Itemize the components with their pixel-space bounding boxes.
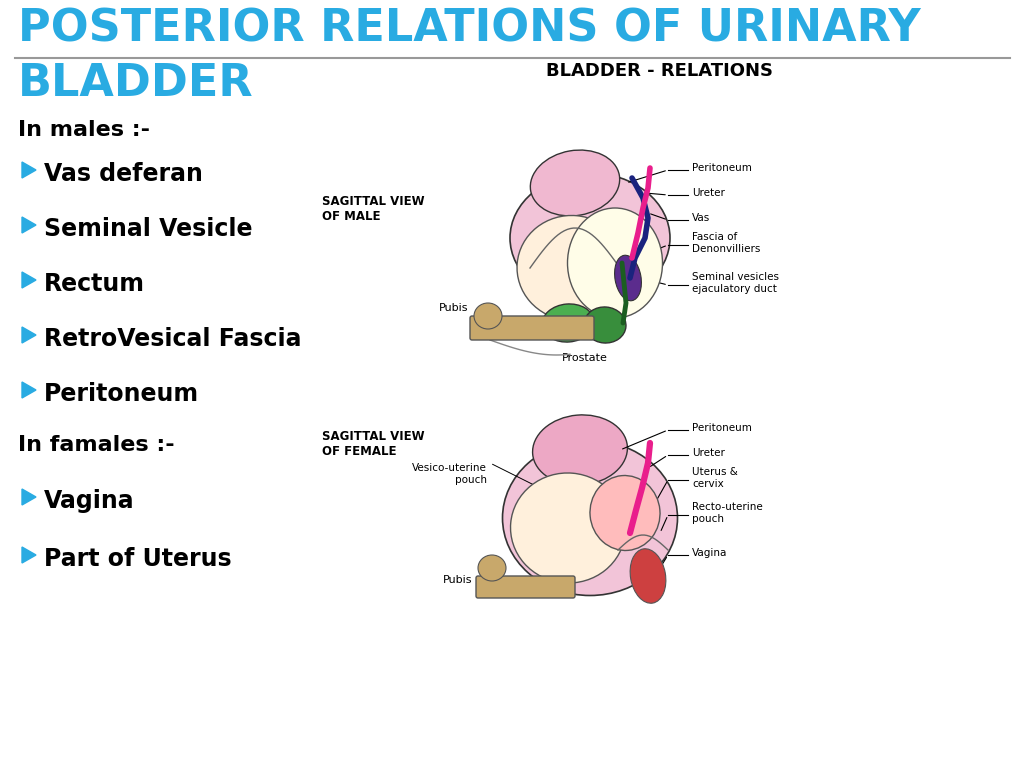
Polygon shape <box>22 547 36 563</box>
Text: Pubis: Pubis <box>438 303 468 313</box>
Text: Vas deferan: Vas deferan <box>44 162 203 186</box>
Text: SAGITTAL VIEW
OF MALE: SAGITTAL VIEW OF MALE <box>322 195 425 223</box>
Text: Peritoneum: Peritoneum <box>44 382 199 406</box>
Text: Peritoneum: Peritoneum <box>692 163 752 173</box>
Text: SAGITTAL VIEW
OF FEMALE: SAGITTAL VIEW OF FEMALE <box>322 430 425 458</box>
Polygon shape <box>22 382 36 398</box>
Ellipse shape <box>614 255 641 301</box>
Text: POSTERIOR RELATIONS OF URINARY: POSTERIOR RELATIONS OF URINARY <box>18 8 921 51</box>
Text: Pubis: Pubis <box>442 575 472 585</box>
Polygon shape <box>22 327 36 343</box>
Text: In males :-: In males :- <box>18 120 150 140</box>
Ellipse shape <box>474 303 502 329</box>
Text: Prostate: Prostate <box>562 353 608 363</box>
FancyBboxPatch shape <box>470 316 594 340</box>
Ellipse shape <box>517 216 627 320</box>
Text: Vagina: Vagina <box>692 548 727 558</box>
Polygon shape <box>22 272 36 288</box>
Text: Part of Uterus: Part of Uterus <box>44 547 231 571</box>
Polygon shape <box>22 217 36 233</box>
Text: Rectum: Rectum <box>44 272 145 296</box>
Polygon shape <box>22 489 36 505</box>
Text: Peritoneum: Peritoneum <box>692 423 752 433</box>
Text: Recto-uterine
pouch: Recto-uterine pouch <box>692 502 763 524</box>
Text: Ureter: Ureter <box>692 448 725 458</box>
Ellipse shape <box>510 173 670 303</box>
Ellipse shape <box>478 555 506 581</box>
Text: RetroVesical Fascia: RetroVesical Fascia <box>44 327 301 351</box>
Ellipse shape <box>530 150 620 216</box>
Ellipse shape <box>630 549 666 603</box>
Ellipse shape <box>511 473 626 583</box>
Ellipse shape <box>503 441 678 595</box>
Text: Seminal Vesicle: Seminal Vesicle <box>44 217 253 241</box>
Text: Vas: Vas <box>692 213 711 223</box>
Ellipse shape <box>590 475 660 551</box>
Ellipse shape <box>567 208 663 318</box>
Ellipse shape <box>542 304 594 342</box>
Text: Fascia of
Denonvilliers: Fascia of Denonvilliers <box>692 232 761 253</box>
Text: BLADDER - RELATIONS: BLADDER - RELATIONS <box>547 62 773 80</box>
Ellipse shape <box>532 415 628 485</box>
Polygon shape <box>22 162 36 178</box>
Text: Vesico-uterine
pouch: Vesico-uterine pouch <box>412 463 487 485</box>
Text: Ureter: Ureter <box>692 188 725 198</box>
Text: Uterus &
cervix: Uterus & cervix <box>692 467 738 488</box>
Ellipse shape <box>584 307 626 343</box>
Text: Seminal vesicles
ejaculatory duct: Seminal vesicles ejaculatory duct <box>692 272 779 294</box>
Text: In famales :-: In famales :- <box>18 435 175 455</box>
Text: Vagina: Vagina <box>44 489 134 513</box>
Text: BLADDER: BLADDER <box>18 62 254 105</box>
FancyBboxPatch shape <box>476 576 575 598</box>
